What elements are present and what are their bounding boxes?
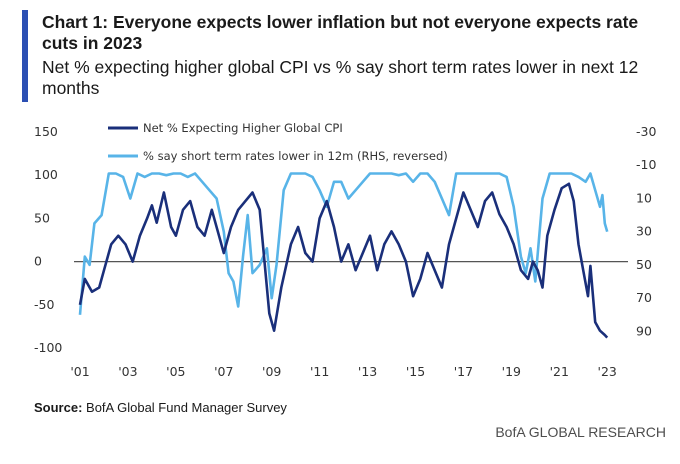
left-tick-label: -100 (34, 340, 62, 355)
x-tick-label: '17 (454, 364, 473, 379)
right-tick-label: 90 (636, 323, 652, 338)
series-line-rates (78, 172, 609, 315)
source-label: Source: (34, 400, 83, 415)
chart-title: Chart 1: Everyone expects lower inflatio… (42, 12, 639, 53)
x-tick-label: '11 (310, 364, 329, 379)
x-tick-label: '13 (358, 364, 377, 379)
line-chart: 150 100 50 0 -50 -100 -30 -10 10 30 50 70 90 '01 '03… (34, 121, 656, 379)
series-group (78, 172, 609, 339)
left-tick-label: 50 (34, 210, 50, 225)
legend-label-cpi: Net % Expecting Higher Global CPI (143, 121, 343, 135)
source-text: BofA Global Fund Manager Survey (86, 400, 287, 415)
x-axis: '01 '03 '05 '07 '09 '11 '13 '15 '17 '19 '21 '23 (70, 364, 617, 379)
x-tick-label: '03 (118, 364, 137, 379)
source-note: Source: BofA Global Fund Manager Survey (34, 400, 287, 415)
right-tick-label: 10 (636, 190, 652, 205)
x-tick-label: '01 (70, 364, 89, 379)
left-tick-label: 150 (34, 124, 58, 139)
right-tick-label: 70 (636, 290, 652, 305)
chart-subtitle: Net % expecting higher global CPI vs % s… (42, 57, 639, 98)
title-accent-bar (22, 10, 28, 102)
legend: Net % Expecting Higher Global CPI % say … (108, 121, 448, 163)
x-tick-label: '21 (550, 364, 569, 379)
left-tick-label: -50 (34, 297, 54, 312)
brand-footer: BofA GLOBAL RESEARCH (495, 424, 666, 440)
legend-label-rates: % say short term rates lower in 12m (RHS… (143, 149, 448, 163)
left-tick-label: 100 (34, 167, 58, 182)
left-axis: 150 100 50 0 -50 -100 (34, 124, 62, 355)
right-tick-label: -30 (636, 124, 656, 139)
x-tick-label: '07 (214, 364, 233, 379)
x-tick-label: '15 (406, 364, 425, 379)
right-tick-label: 30 (636, 224, 652, 239)
right-tick-label: -10 (636, 157, 656, 172)
left-tick-label: 0 (34, 254, 42, 269)
x-tick-label: '05 (166, 364, 185, 379)
x-tick-label: '09 (262, 364, 281, 379)
series-line-cpi (78, 182, 609, 339)
right-axis: -30 -10 10 30 50 70 90 (636, 124, 656, 338)
right-tick-label: 50 (636, 257, 652, 272)
x-tick-label: '19 (502, 364, 521, 379)
x-tick-label: '23 (598, 364, 617, 379)
